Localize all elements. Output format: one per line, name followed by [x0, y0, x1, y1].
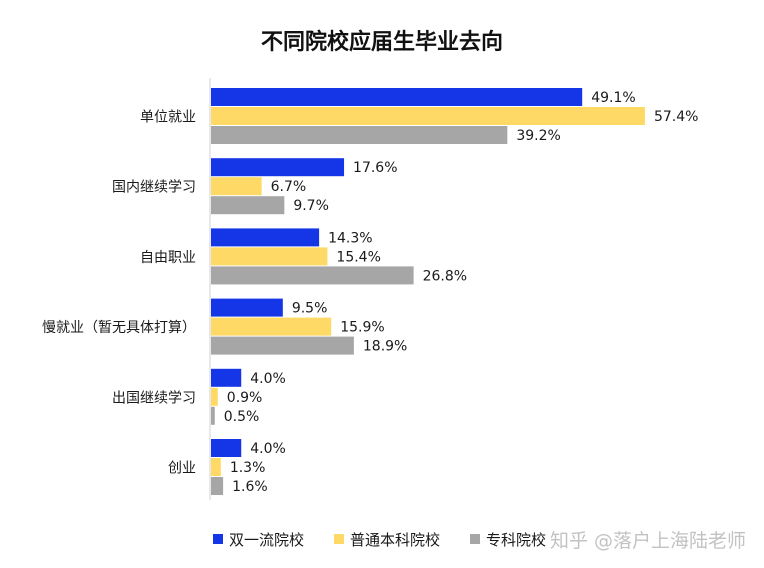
bar: [211, 196, 285, 215]
bar: [211, 387, 218, 406]
data-label: 0.5%: [224, 409, 260, 425]
data-label: 9.7%: [293, 198, 329, 214]
bar: [211, 88, 583, 106]
legend-item: 普通本科院校: [334, 529, 440, 550]
legend-label: 双一流院校: [229, 530, 305, 549]
data-label: 4.0%: [250, 441, 286, 457]
bar: [211, 458, 221, 476]
legend-item: 双一流院校: [213, 529, 304, 550]
bar: [211, 107, 645, 125]
data-label: 39.2%: [516, 128, 560, 144]
data-label: 26.8%: [423, 268, 467, 284]
bar: [211, 126, 508, 144]
data-label: 1.3%: [230, 460, 266, 476]
data-label: 57.4%: [654, 109, 698, 125]
legend-swatch: [213, 534, 223, 544]
legend-item: 专科院校: [470, 529, 546, 550]
bar: [211, 158, 345, 177]
bar: [211, 266, 414, 285]
data-label: 15.9%: [340, 320, 384, 336]
data-label: 14.3%: [328, 230, 372, 246]
bar: [211, 336, 354, 355]
legend-label: 专科院校: [486, 530, 547, 549]
data-label: 4.0%: [250, 371, 286, 387]
category-label: 单位就业: [140, 110, 196, 126]
data-label: 6.7%: [271, 179, 307, 195]
bar: [211, 247, 328, 266]
chart-title: 不同院校应届生毕业去向: [260, 30, 503, 55]
category-label: 慢就业（暂无具体打算）: [42, 319, 196, 336]
category-label: 自由职业: [140, 250, 196, 266]
legend-swatch: [334, 534, 345, 544]
bar: [211, 477, 224, 495]
data-label: 0.9%: [227, 390, 263, 406]
bar: [211, 368, 242, 387]
bar: [211, 406, 215, 425]
bar: [211, 228, 320, 247]
legend-label: 普通本科院校: [350, 530, 441, 549]
category-label: 出国继续学习: [112, 389, 196, 406]
data-label: 15.4%: [336, 249, 380, 265]
data-label: 17.6%: [353, 160, 397, 176]
data-label: 9.5%: [292, 301, 328, 317]
legend: 双一流院校 普通本科院校 专科院校: [213, 528, 576, 550]
data-label: 1.6%: [232, 479, 268, 495]
bar: [211, 439, 242, 457]
bar: [211, 298, 283, 317]
data-label: 18.9%: [363, 339, 407, 355]
bar: [211, 317, 332, 336]
data-label: 49.1%: [591, 90, 635, 106]
category-label: 国内继续学习: [112, 179, 196, 196]
watermark: 知乎 @落户上海陆老师: [549, 530, 746, 552]
category-label: 创业: [168, 461, 196, 477]
bar: [211, 177, 262, 196]
legend-swatch: [470, 534, 481, 544]
